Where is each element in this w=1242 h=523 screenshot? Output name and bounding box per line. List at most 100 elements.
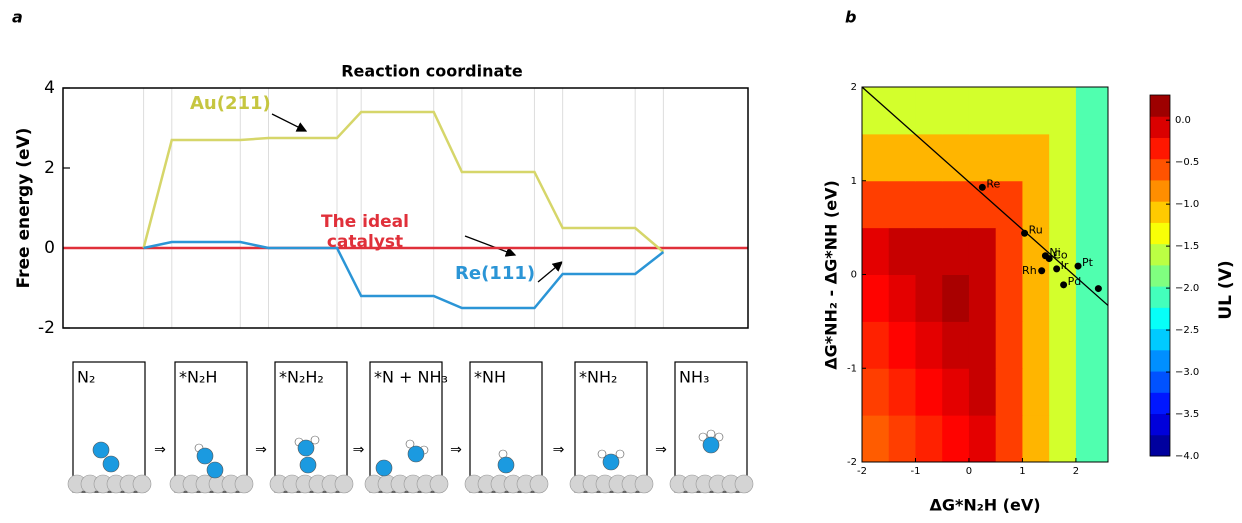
heatmap-cell: [1075, 415, 1109, 463]
heatmap-cell: [968, 415, 997, 463]
x-tick-label: 0: [966, 466, 972, 477]
heatmap-cell: [915, 368, 943, 416]
y-tick-label: -2: [38, 318, 55, 338]
heatmap-cell: [862, 133, 890, 182]
heatmap-cell: [1049, 180, 1077, 229]
hydrogen-atom: [310, 435, 320, 445]
step-box: [574, 361, 648, 493]
heatmap-cell: [862, 368, 890, 416]
hydrogen-atom: [405, 439, 415, 449]
x-axis-label: ΔG*N₂H (eV): [929, 496, 1040, 515]
heatmap-cell: [995, 274, 1023, 322]
y-tick-label: 2: [851, 82, 857, 93]
colorbar-tick-label: −3.5: [1175, 409, 1199, 420]
colorbar-band: [1150, 158, 1170, 181]
point-label: Ru: [1029, 223, 1043, 236]
x-tick-label: 1: [1019, 466, 1025, 477]
series-line: [142, 110, 665, 253]
heatmap-cell: [995, 321, 1023, 369]
hydrogen-atom: [615, 449, 625, 459]
point-label: Ni: [1049, 246, 1060, 259]
heatmap-cell: [862, 274, 890, 322]
heatmap-cell: [862, 321, 890, 369]
surface-atom: [132, 474, 152, 494]
heatmap-cell: [862, 87, 890, 135]
nitrogen-atom: [196, 447, 214, 465]
nitrogen-atom: [92, 441, 110, 459]
heatmap-cell: [995, 368, 1023, 416]
heatmap-cell: [1022, 321, 1050, 369]
heatmap-cell: [1022, 87, 1050, 135]
annotation-arrow: [271, 113, 308, 132]
scatter-point: [1021, 229, 1029, 237]
heatmap-cell: [1075, 87, 1109, 135]
heatmap-cell: [915, 415, 943, 463]
colorbar-tick-label: −1.0: [1175, 199, 1199, 210]
colorbar-band: [1150, 328, 1170, 351]
heatmap-cell: [862, 227, 890, 275]
hydrogen-atom: [714, 432, 724, 442]
point-label: Co: [1053, 249, 1068, 262]
heatmap-cell: [1075, 368, 1109, 416]
colorbar-band: [1150, 434, 1170, 457]
colorbar-frame: [1149, 94, 1171, 457]
heatmap-cell: [942, 415, 970, 463]
colorbar-band: [1150, 286, 1170, 308]
nitrogen-atom: [407, 445, 425, 463]
heatmap-cell: [915, 321, 943, 369]
heatmap-cell: [888, 415, 916, 463]
heatmap-cell: [1022, 368, 1050, 416]
surface-atom: [234, 474, 254, 494]
heatmap-cell: [1022, 274, 1050, 322]
surface-atom: [734, 474, 754, 494]
heatmap-cell: [995, 133, 1023, 182]
y-tick-label: 0: [851, 270, 857, 281]
scatter-point: [978, 183, 986, 191]
y-tick-label: -2: [847, 457, 857, 468]
x-tick-label: 2: [1073, 466, 1079, 477]
colorbar-band: [1150, 95, 1170, 117]
colorbar-label: UL (V): [1216, 260, 1236, 319]
point-label: Ir: [1061, 259, 1069, 272]
heatmap-cell: [1075, 133, 1109, 182]
step-label: *NH: [474, 368, 506, 387]
colorbar-tick-label: −0.5: [1175, 157, 1199, 168]
step-label: *N + NH₃: [374, 368, 448, 387]
heatmap-cell: [888, 180, 916, 229]
x-tick-label: -1: [910, 466, 920, 477]
colorbar-band: [1150, 243, 1170, 266]
heatmap-cell: [1049, 321, 1077, 369]
heatmap-cell: [1049, 368, 1077, 416]
y-tick-label: 2: [44, 158, 55, 178]
nitrogen-atom: [602, 453, 620, 471]
heatmap-cell: [888, 133, 916, 182]
scatter-point: [1053, 265, 1061, 273]
heatmap-cell: [942, 180, 970, 229]
nitrogen-atom: [297, 439, 315, 457]
colorbar-band: [1150, 349, 1170, 372]
scatter-point: [1038, 267, 1046, 275]
step-label: *N₂H: [179, 368, 217, 387]
nitrogen-atom: [497, 456, 515, 474]
plot-frame: [62, 87, 749, 329]
nitrogen-atom: [206, 461, 224, 479]
heatmap-cell: [968, 274, 997, 322]
colorbar-tick-label: −4.0: [1175, 451, 1199, 462]
scatter-point: [1094, 285, 1102, 293]
step-arrow: ⇒: [255, 442, 267, 458]
step-label: NH₃: [679, 368, 709, 387]
colorbar-band: [1150, 116, 1170, 138]
heatmap-cell: [968, 133, 997, 182]
x-tick-label: -2: [857, 466, 867, 477]
nitrogen-atom: [299, 456, 317, 474]
point-label: Rh: [1022, 264, 1037, 277]
heatmap-cell: [942, 227, 970, 275]
colorbar-tick-label: −2.0: [1175, 283, 1199, 294]
heatmap-cell: [995, 227, 1023, 275]
point-label: Pt: [1082, 256, 1094, 269]
series-annotation: Au(211): [190, 93, 271, 114]
heatmap-cell: [1049, 133, 1077, 182]
heatmap-cell: [888, 321, 916, 369]
colorbar-band: [1150, 222, 1170, 245]
